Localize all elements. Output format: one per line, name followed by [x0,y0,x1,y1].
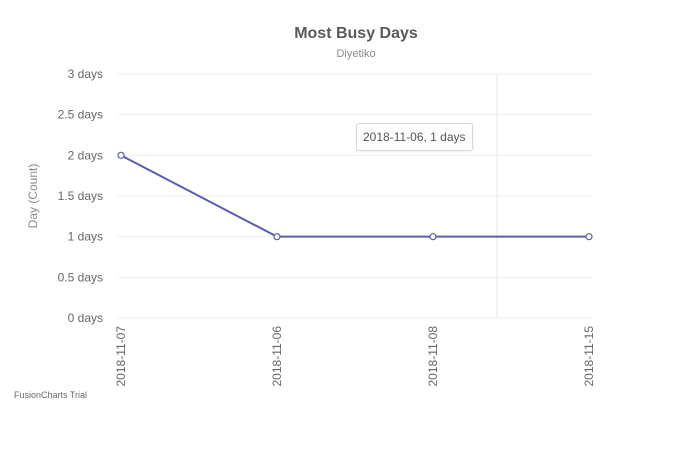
series-line-group [120,154,589,238]
y-axis-ticks: 0 days 0.5 days 1 days 1.5 days 2 days 2.5 da… [58,67,103,325]
gridlines [118,73,593,319]
y-axis-label: Day (Count) [26,164,40,229]
chart-title: Most Busy Days [294,25,418,42]
trial-watermark: FusionCharts Trial [14,390,88,400]
y-tick-label: 2 days [68,148,103,162]
y-tick-label: 0 days [68,311,103,325]
data-tooltip: 2018-11-06, 1 days [356,123,473,151]
data-point[interactable] [585,233,593,241]
chart-subtitle: Diyetiko [336,48,375,60]
data-points [117,151,593,241]
y-tick-label: 1 days [68,230,103,244]
y-tick-label: 1.5 days [58,189,103,203]
y-tick-label: 2.5 days [58,108,103,122]
y-tick-label: 0.5 days [58,270,103,284]
x-tick-label: 2018-11-15 [582,326,596,387]
data-point[interactable] [273,233,281,241]
data-point[interactable] [429,233,437,241]
data-point[interactable] [117,151,125,159]
x-tick-label: 2018-11-07 [114,326,128,387]
series-line [120,154,589,238]
x-tick-label: 2018-11-06 [270,326,284,387]
x-tick-label: 2018-11-08 [426,326,440,387]
x-axis-ticks: 2018-11-07 2018-11-06 2018-11-08 2018-11-15 [114,326,596,387]
y-tick-label: 3 days [68,67,103,81]
